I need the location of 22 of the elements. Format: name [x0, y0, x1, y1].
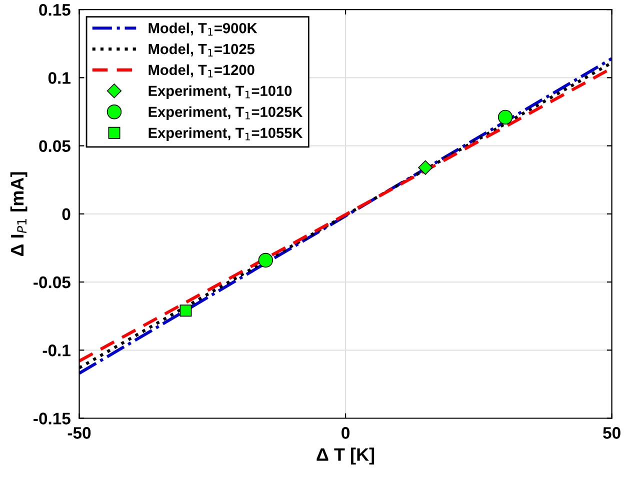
y-tick-label: 0.05: [39, 140, 70, 152]
x-tick-label: 50: [603, 427, 620, 439]
legend-label: Model, T$_{1}$=1025: [148, 43, 255, 56]
point: [180, 304, 192, 317]
y-tick-label: 0: [62, 208, 70, 220]
y-axis-title: Δ I$_{P1}$ [mA]: [10, 172, 28, 256]
legend-label: Model, T$_{1}$=1200: [148, 64, 254, 78]
legend-label: Experiment, T$_{1}$=1055K: [148, 127, 303, 141]
legend-label: Experiment, T$_{1}$=1010: [148, 85, 292, 99]
y-tick-label: 0.1: [48, 72, 70, 84]
legend-label: Experiment, T$_{1}$=1025K: [148, 106, 303, 120]
x-tick-label: 0: [342, 427, 350, 439]
x-tick-label: -50: [68, 427, 91, 439]
point: [498, 110, 513, 125]
y-tick-label: 0.15: [39, 4, 70, 16]
legend-label: Model, T$_{1}$=900K: [148, 22, 258, 36]
point: [258, 252, 274, 268]
x-axis-title: Δ T [K]: [316, 448, 374, 465]
y-tick-label: -0.1: [42, 344, 70, 356]
y-tick-label: -0.05: [34, 276, 70, 288]
point: [418, 160, 433, 175]
y-tick-label: -0.15: [34, 412, 70, 424]
